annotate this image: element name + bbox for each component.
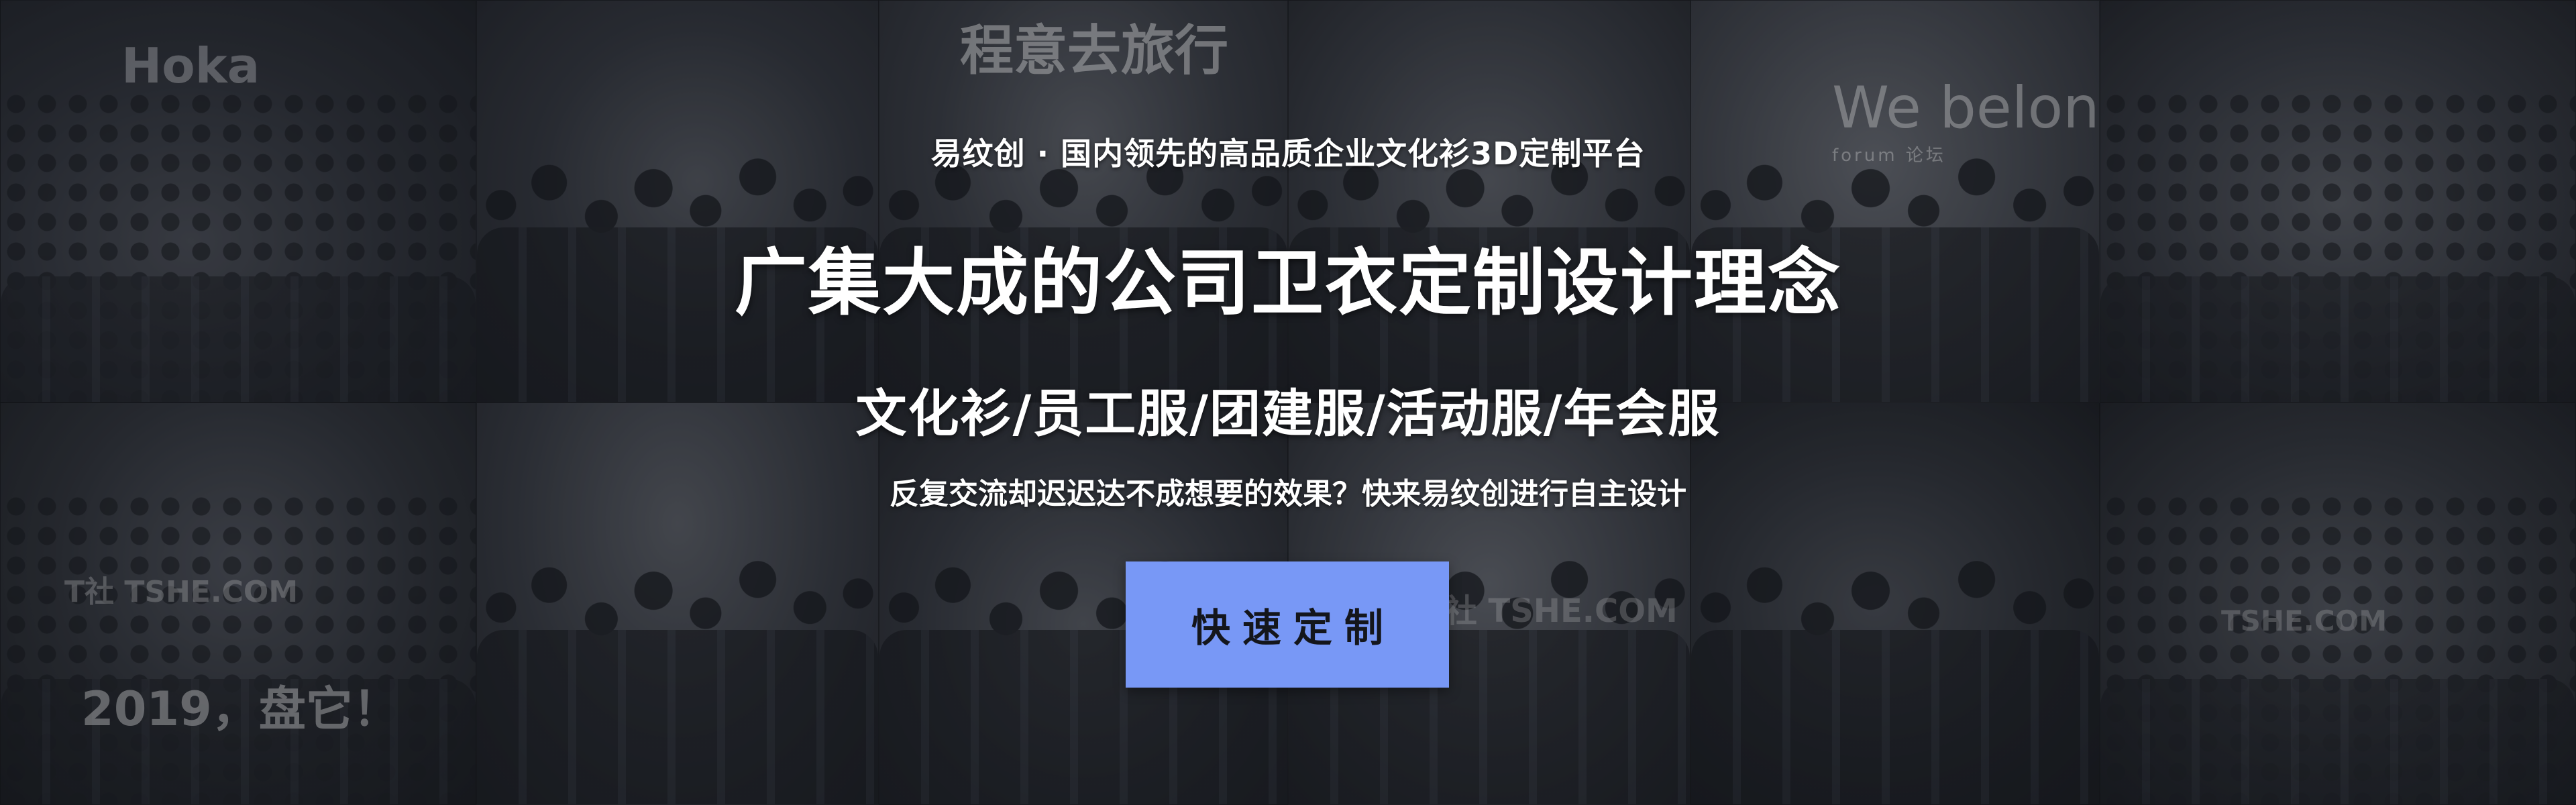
hero-tagline: 易纹创 · 国内领先的高品质企业文化衫3D定制平台 bbox=[0, 129, 2576, 174]
quick-customize-button[interactable]: 快速定制 bbox=[1126, 561, 1449, 688]
hero-question: 反复交流却迟迟达不成想要的效果？快来易纹创进行自主设计 bbox=[0, 470, 2576, 513]
hero-headline: 广集大成的公司卫衣定制设计理念 bbox=[0, 225, 2576, 329]
hero-categories: 文化衫/员工服/团建服/活动服/年会服 bbox=[0, 372, 2576, 446]
